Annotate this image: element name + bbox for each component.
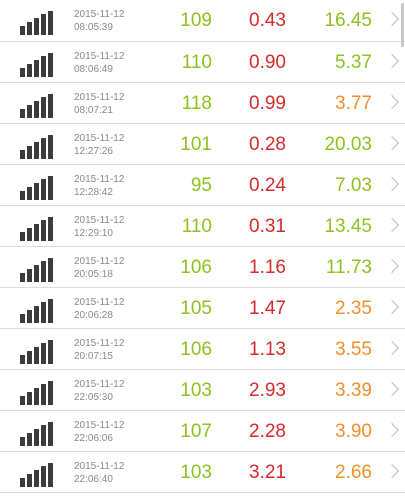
result-date: 2015-11-12 xyxy=(74,461,125,472)
download-value: 0.31 xyxy=(249,216,286,237)
signal-strength-icon xyxy=(20,176,54,200)
ping-value: 103 xyxy=(180,462,212,483)
ping-value: 107 xyxy=(180,421,212,442)
result-row[interactable]: 2015-11-12 20:05:18 106 1.16 11.73 xyxy=(0,247,405,288)
ping-value: 118 xyxy=(181,93,212,114)
ping-value: 109 xyxy=(180,10,212,31)
result-time: 22:06:40 xyxy=(74,474,113,485)
upload-value: 11.73 xyxy=(325,257,372,278)
download-value: 2.93 xyxy=(249,380,286,401)
result-row[interactable]: 2015-11-12 08:05:39 109 0.43 16.45 xyxy=(0,0,405,42)
result-time: 22:06:06 xyxy=(74,433,113,444)
signal-strength-icon xyxy=(20,299,54,323)
result-row[interactable]: 2015-11-12 12:28:42 95 0.24 7.03 xyxy=(0,165,405,206)
signal-strength-icon xyxy=(20,53,54,77)
download-value: 0.99 xyxy=(249,93,286,114)
signal-strength-icon xyxy=(20,463,54,487)
upload-value: 2.35 xyxy=(335,298,372,319)
result-date: 2015-11-12 xyxy=(74,51,125,62)
ping-value: 106 xyxy=(180,257,212,278)
chevron-right-icon xyxy=(384,381,400,397)
download-value: 0.28 xyxy=(249,134,286,155)
download-value: 1.16 xyxy=(249,257,286,278)
result-date: 2015-11-12 xyxy=(74,215,125,226)
download-value: 2.28 xyxy=(249,421,286,442)
result-row[interactable]: 2015-11-12 12:27:26 101 0.28 20.03 xyxy=(0,124,405,165)
result-date: 2015-11-12 xyxy=(74,256,125,267)
download-value: 1.47 xyxy=(249,298,286,319)
ping-value: 103 xyxy=(180,380,212,401)
result-time: 20:06:28 xyxy=(74,310,113,321)
result-date: 2015-11-12 xyxy=(74,379,125,390)
chevron-right-icon xyxy=(384,463,400,479)
signal-strength-icon xyxy=(20,422,54,446)
chevron-right-icon xyxy=(384,53,400,69)
signal-strength-icon xyxy=(20,94,54,118)
download-value: 0.43 xyxy=(249,10,286,31)
result-date: 2015-11-12 xyxy=(74,338,125,349)
result-row[interactable]: 2015-11-12 20:07:15 106 1.13 3.55 xyxy=(0,329,405,370)
ping-value: 110 xyxy=(181,216,212,237)
result-date: 2015-11-12 xyxy=(74,133,125,144)
download-value: 3.21 xyxy=(249,462,286,483)
chevron-right-icon xyxy=(384,340,400,356)
ping-value: 95 xyxy=(190,175,212,196)
result-row[interactable]: 2015-11-12 22:06:40 103 3.21 2.66 xyxy=(0,452,405,493)
ping-value: 101 xyxy=(180,134,212,155)
result-date: 2015-11-12 xyxy=(74,92,125,103)
upload-value: 2.66 xyxy=(335,462,372,483)
result-row[interactable]: 2015-11-12 20:06:28 105 1.47 2.35 xyxy=(0,288,405,329)
result-time: 12:29:10 xyxy=(74,228,113,239)
chevron-right-icon xyxy=(384,422,400,438)
result-row[interactable]: 2015-11-12 22:05:30 103 2.93 3.39 xyxy=(0,370,405,411)
upload-value: 5.37 xyxy=(335,52,372,73)
ping-value: 105 xyxy=(180,298,212,319)
chevron-right-icon xyxy=(384,258,400,274)
download-value: 1.13 xyxy=(249,339,286,360)
result-row[interactable]: 2015-11-12 12:29:10 110 0.31 13.45 xyxy=(0,206,405,247)
chevron-right-icon xyxy=(384,11,400,27)
result-time: 22:05:30 xyxy=(74,392,113,403)
upload-value: 16.45 xyxy=(324,10,372,31)
scrollbar[interactable] xyxy=(401,3,404,47)
result-time: 20:05:18 xyxy=(74,269,113,280)
ping-value: 106 xyxy=(180,339,212,360)
signal-strength-icon xyxy=(20,381,54,405)
chevron-right-icon xyxy=(384,94,400,110)
result-time: 08:05:39 xyxy=(74,22,113,33)
ping-value: 110 xyxy=(181,52,212,73)
result-date: 2015-11-12 xyxy=(74,174,125,185)
chevron-right-icon xyxy=(384,299,400,315)
signal-strength-icon xyxy=(20,11,54,35)
upload-value: 3.39 xyxy=(335,380,372,401)
result-row[interactable]: 2015-11-12 08:07:21 118 0.99 3.77 xyxy=(0,83,405,124)
chevron-right-icon xyxy=(384,135,400,151)
result-row[interactable]: 2015-11-12 08:06:49 110 0.90 5.37 xyxy=(0,42,405,83)
result-row[interactable]: 2015-11-12 22:06:06 107 2.28 3.90 xyxy=(0,411,405,452)
upload-value: 3.55 xyxy=(335,339,372,360)
download-value: 0.24 xyxy=(249,175,286,196)
upload-value: 3.77 xyxy=(335,93,372,114)
result-time: 20:07:15 xyxy=(74,351,113,362)
result-time: 12:28:42 xyxy=(74,187,113,198)
upload-value: 7.03 xyxy=(335,175,372,196)
result-date: 2015-11-12 xyxy=(74,420,125,431)
signal-strength-icon xyxy=(20,135,54,159)
upload-value: 3.90 xyxy=(335,421,372,442)
signal-strength-icon xyxy=(20,258,54,282)
result-date: 2015-11-12 xyxy=(74,9,125,20)
signal-strength-icon xyxy=(20,340,54,364)
upload-value: 13.45 xyxy=(324,216,372,237)
result-time: 08:06:49 xyxy=(74,64,113,75)
download-value: 0.90 xyxy=(249,52,286,73)
upload-value: 20.03 xyxy=(324,134,372,155)
chevron-right-icon xyxy=(384,176,400,192)
result-time: 12:27:26 xyxy=(74,146,113,157)
chevron-right-icon xyxy=(384,217,400,233)
signal-strength-icon xyxy=(20,217,54,241)
result-date: 2015-11-12 xyxy=(74,297,125,308)
result-time: 08:07:21 xyxy=(74,105,113,116)
